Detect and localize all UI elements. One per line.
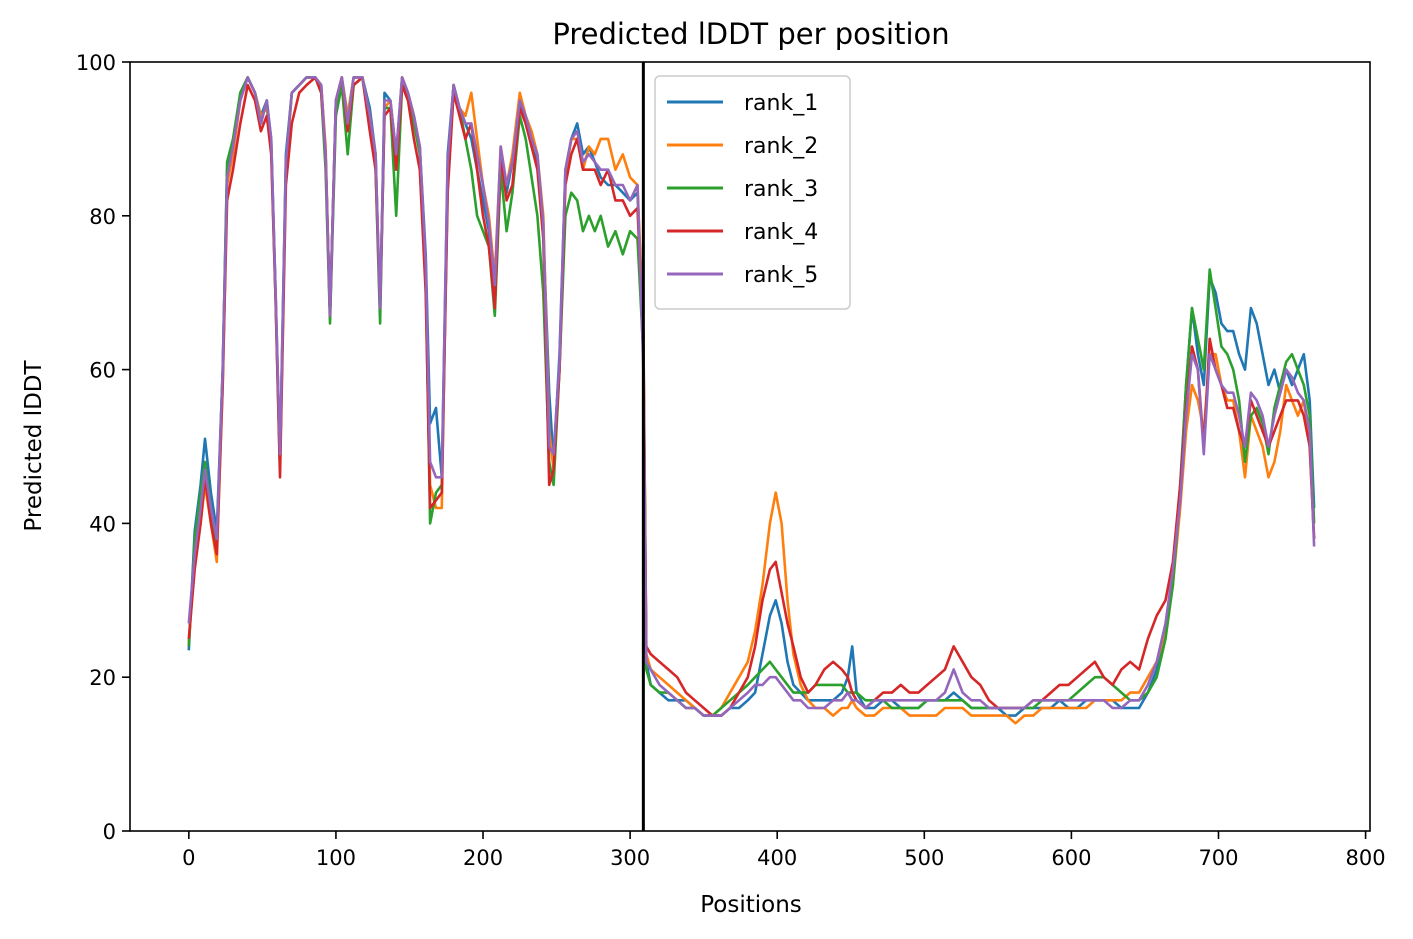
y-tick-label: 40 [89, 512, 116, 536]
legend-label-rank_3: rank_3 [744, 177, 818, 202]
x-tick-label: 700 [1198, 846, 1238, 870]
x-tick-label: 400 [757, 846, 797, 870]
legend-label-rank_2: rank_2 [744, 134, 818, 159]
legend: rank_1 rank_2 rank_3 rank_4 rank_5 [654, 75, 851, 310]
y-axis-ticks: 0 20 40 60 80 100 [76, 51, 130, 844]
legend-label-rank_1: rank_1 [744, 91, 818, 116]
y-tick-label: 60 [89, 359, 116, 383]
x-tick-label: 800 [1346, 846, 1386, 870]
x-axis-label: Positions [700, 892, 802, 918]
x-tick-label: 300 [610, 846, 650, 870]
y-tick-label: 0 [103, 820, 116, 844]
x-tick-label: 200 [463, 846, 503, 870]
x-tick-label: 100 [316, 846, 356, 870]
plot-lines [187, 76, 1316, 725]
x-tick-label: 0 [182, 846, 195, 870]
y-tick-label: 20 [89, 666, 116, 690]
legend-label-rank_5: rank_5 [744, 263, 818, 288]
legend-label-rank_4: rank_4 [744, 220, 818, 245]
x-axis-ticks: 0 100 200 300 400 500 600 700 800 [182, 831, 1386, 870]
legend-box [654, 75, 851, 310]
x-tick-label: 600 [1051, 846, 1091, 870]
plot-frame [129, 61, 1371, 832]
x-tick-label: 500 [904, 846, 944, 870]
y-tick-label: 80 [89, 205, 116, 229]
series-line-rank_5 [187, 76, 1316, 717]
y-axis-label: Predicted lDDT [21, 359, 47, 531]
chart-title: Predicted lDDT per position [552, 17, 949, 51]
y-tick-label: 100 [76, 51, 116, 75]
